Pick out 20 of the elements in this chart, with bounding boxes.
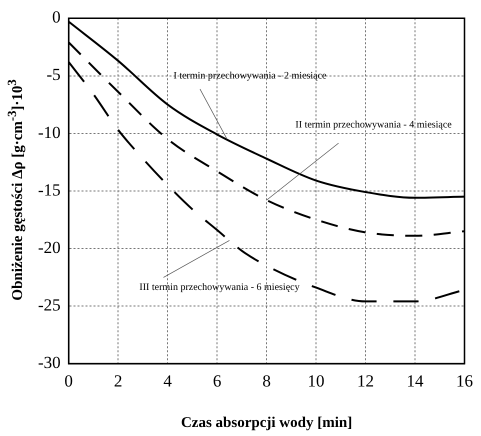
x-tick-label: 16 [456, 371, 473, 390]
annotation: II termin przechowywania - 4 miesiące [295, 120, 452, 131]
annotation: III termin przechowywania - 6 miesięcy [139, 282, 300, 294]
x-tick-label: 8 [262, 371, 271, 390]
y-tick-label: -30 [38, 353, 61, 372]
y-tick-label: -5 [46, 65, 61, 84]
x-tick-label: 0 [64, 371, 73, 390]
x-tick-label: 14 [406, 371, 424, 390]
x-tick-label: 12 [357, 371, 374, 390]
y-tick-label: -20 [38, 238, 61, 257]
x-tick-label: 6 [212, 371, 222, 390]
y-tick-label: 0 [52, 8, 61, 27]
x-tick-label: 2 [114, 371, 122, 390]
x-tick-label: 4 [163, 371, 172, 390]
x-axis-title: Czas absorpcji wody [min] [180, 414, 352, 431]
y-tick-label: -25 [38, 296, 61, 314]
x-tick-label: 10 [308, 371, 325, 390]
annotation: I termin przechowywania - 2 miesiące [174, 70, 328, 82]
y-tick-label: -15 [38, 180, 61, 200]
y-tick-label: -10 [38, 122, 61, 142]
